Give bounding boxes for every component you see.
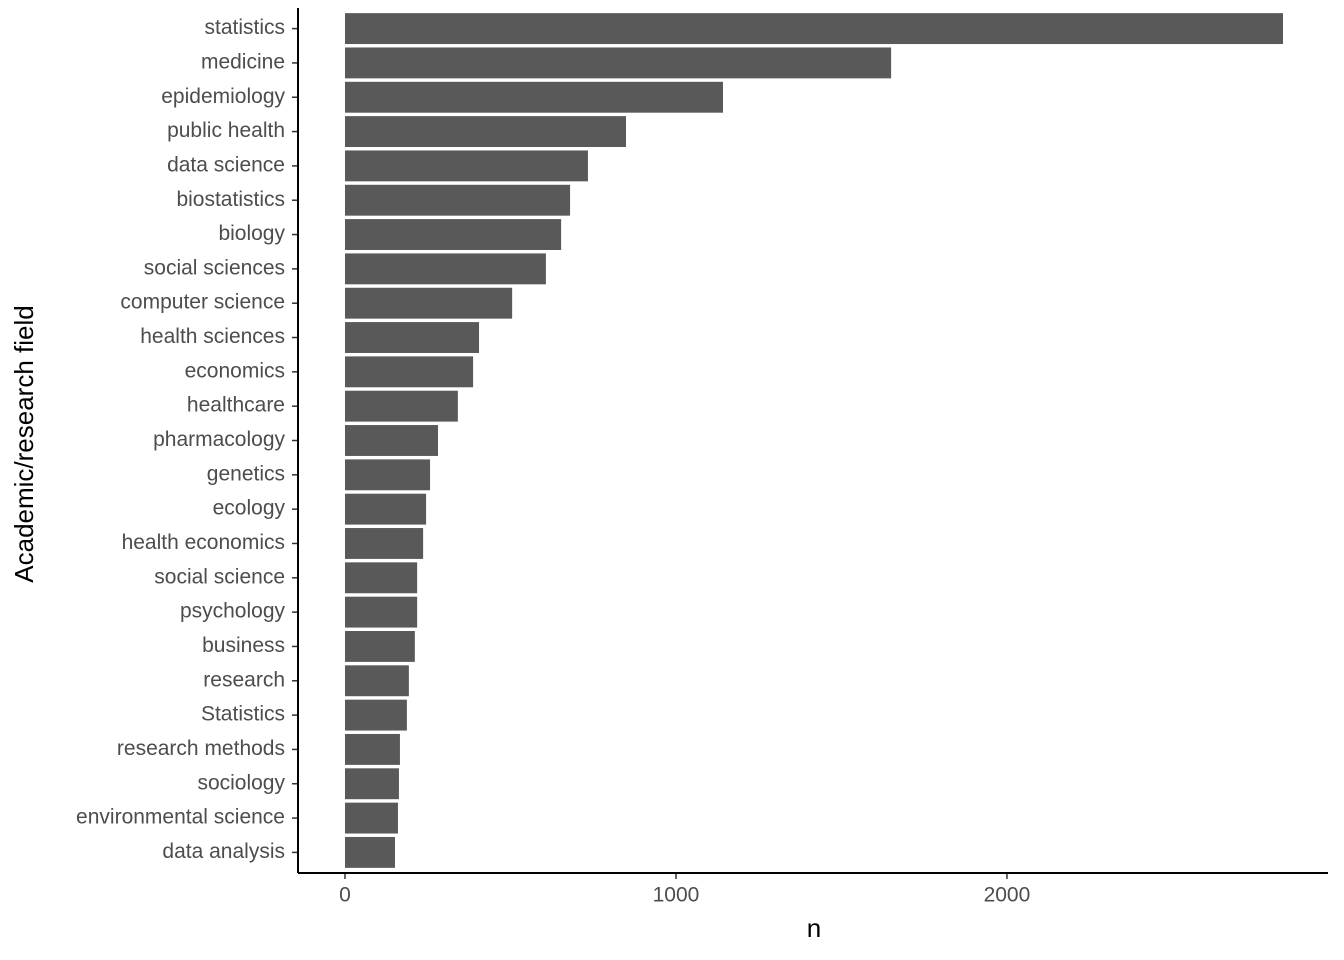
bar xyxy=(344,253,546,285)
bar xyxy=(344,322,480,353)
y-tick-label: genetics xyxy=(207,462,285,485)
y-tick-label: pharmacology xyxy=(153,428,285,451)
y-tick-label: economics xyxy=(185,359,285,382)
bar xyxy=(344,356,474,388)
bar xyxy=(344,219,562,250)
y-tick-label: research xyxy=(203,668,285,691)
y-tick-label: sociology xyxy=(197,771,285,794)
bar xyxy=(344,287,513,319)
y-tick-label: Statistics xyxy=(201,703,285,726)
y-tick-label: statistics xyxy=(204,16,285,39)
bar xyxy=(344,459,431,491)
bar xyxy=(344,631,415,662)
y-tick-label: psychology xyxy=(180,600,286,623)
y-tick-label: public health xyxy=(167,119,285,142)
y-tick-label: business xyxy=(202,634,285,657)
bar xyxy=(344,733,400,765)
bar xyxy=(344,425,439,456)
bar xyxy=(344,47,892,79)
y-tick-label: social sciences xyxy=(144,256,285,279)
bar xyxy=(344,184,571,216)
bar xyxy=(344,596,418,628)
y-tick-label: data analysis xyxy=(162,840,285,863)
y-axis-title: Academic/research field xyxy=(9,305,39,582)
y-tick-label: environmental science xyxy=(76,806,285,829)
bar xyxy=(344,802,398,834)
x-tick-label: 2000 xyxy=(984,884,1031,907)
bar xyxy=(344,390,458,422)
bar xyxy=(344,150,588,182)
y-tick-label: biology xyxy=(218,222,285,245)
y-tick-label: health sciences xyxy=(140,325,285,348)
bar xyxy=(344,528,424,559)
bar xyxy=(344,562,418,594)
y-tick-label: health economics xyxy=(122,531,285,554)
y-tick-label: medicine xyxy=(201,50,285,73)
bar xyxy=(344,665,409,697)
x-axis-title: n xyxy=(807,913,821,943)
y-tick-label: biostatistics xyxy=(176,188,285,211)
bar xyxy=(344,768,399,800)
bar xyxy=(344,116,626,148)
y-tick-label: research methods xyxy=(117,737,285,760)
y-tick-label: computer science xyxy=(120,291,285,314)
bar xyxy=(344,81,723,113)
y-tick-label: ecology xyxy=(213,497,286,520)
y-tick-label: data science xyxy=(167,153,285,176)
bar xyxy=(344,13,1283,45)
bar xyxy=(344,493,427,525)
y-tick-label: social science xyxy=(154,565,285,588)
x-tick-label: 0 xyxy=(339,884,351,907)
y-tick-label: healthcare xyxy=(187,394,285,417)
x-tick-label: 1000 xyxy=(653,884,700,907)
bar xyxy=(344,699,407,731)
bar xyxy=(344,836,395,868)
y-tick-label: epidemiology xyxy=(161,85,285,108)
